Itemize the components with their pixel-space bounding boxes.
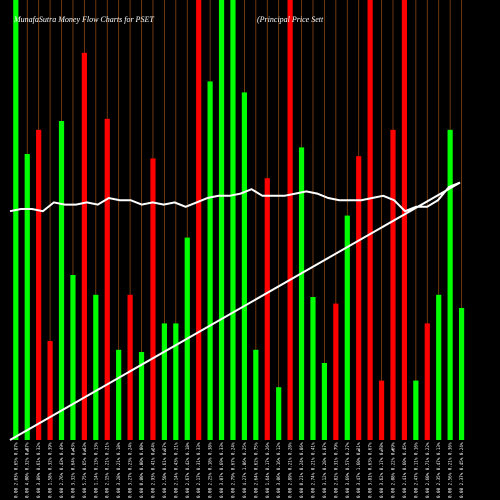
bar-up xyxy=(447,129,453,441)
x-tick-label: 0.00 2.50% 0.61% 0.27% xyxy=(162,442,167,498)
bar-up xyxy=(298,147,305,440)
bar-down xyxy=(264,178,270,440)
x-tick-label: 0.00 5.75% 0.65% 0.43% xyxy=(82,442,87,498)
bar-down xyxy=(47,341,53,440)
x-tick-label: 0.00 2.37% 0.45% 0.24% xyxy=(459,442,464,498)
x-tick-label: 0.00 3.32% 0.64% 0.43% xyxy=(70,442,75,498)
bar-up xyxy=(413,380,419,440)
bar-up xyxy=(93,294,99,440)
x-tick-label: 0.00 3.47% 1.60% 0.21% xyxy=(356,442,361,498)
percent-marker: % xyxy=(381,448,384,453)
x-tick-label: 0.00 3.28% 0.21% 0.18% xyxy=(116,442,121,498)
x-tick-label: 0.00 0.21% 0.24% 0.86% xyxy=(299,442,304,498)
x-tick-label: 0.00 3.12% 0.28% 0.87% xyxy=(322,442,327,498)
bar-up xyxy=(138,352,145,440)
bar-up xyxy=(253,349,259,440)
percent-marker: % xyxy=(163,448,166,453)
x-tick-label: 0.00 0.00% 0.00% 0.00% xyxy=(139,442,144,498)
x-tick-label: 0.00 4.00% 0.32% 0.87% xyxy=(25,442,30,498)
bar-up xyxy=(13,0,19,440)
percent-marker: % xyxy=(83,448,86,453)
bar-down xyxy=(196,0,202,440)
x-tick-label: 0.00 2.74% 0.21% 0.41% xyxy=(310,442,315,498)
x-tick-label: 0.00 2.93% 0.41% 0.24% xyxy=(150,442,155,498)
percent-marker: % xyxy=(392,448,395,453)
bar-up xyxy=(116,349,122,440)
bar-up xyxy=(207,81,213,441)
x-tick-labels: 0.00 2.03% 0.65% 0.87% 0.00 4.00% 0.32% 0… xyxy=(13,442,464,498)
x-tick-label: 0.00 2.67% 0.42% 0.18% xyxy=(185,442,190,498)
x-tick-label: 0.00 3.69% 0.57% 0.27% xyxy=(345,442,350,498)
bar-up xyxy=(70,275,76,440)
x-tick-label: 0.00 3.06% 0.16% 0.12% xyxy=(276,442,281,498)
bar-up xyxy=(218,0,225,440)
x-tick-label: 0.00 3.81% 0.63% 0.67% xyxy=(368,442,373,498)
bar-up xyxy=(458,308,465,440)
bar-down xyxy=(401,0,408,440)
x-tick-label: 0.00 3.07% 0.69% 0.33% xyxy=(219,442,224,498)
bar-up xyxy=(344,215,350,440)
x-tick-label: 0.00 2.56% 0.21% 0.36% xyxy=(448,442,453,498)
bar-down xyxy=(36,129,42,441)
price-line xyxy=(9,181,461,441)
bar-up xyxy=(436,294,442,440)
chart-title-right: (Principal Price Sett xyxy=(257,15,324,24)
x-tick-label: 0.00 2.15% 0.21% 0.21% xyxy=(105,442,110,498)
x-tick-label: 0.00 2.79% 0.67% 0.24% xyxy=(230,442,235,498)
bar-up xyxy=(310,297,316,440)
x-tick-label: 0.00 1.64% 0.17% 0.26% xyxy=(265,442,270,498)
percent-marker: % xyxy=(152,448,155,453)
x-tick-label: 0.00 2.08% 0.22% 0.69% xyxy=(390,442,395,498)
bar-down xyxy=(81,52,87,441)
percent-marker: % xyxy=(72,448,75,453)
bar-down xyxy=(424,323,430,440)
money-flow-bars xyxy=(13,0,465,441)
bar-down xyxy=(378,380,385,440)
x-tick-label: 0.00 2.25% 0.18% 0.38% xyxy=(208,442,213,498)
percent-marker: % xyxy=(358,448,361,453)
percent-markers: %%%%%%%% xyxy=(26,448,395,453)
x-tick-label: 0.00 2.14% 0.43% 0.21% xyxy=(173,442,178,498)
x-tick-label: 0.00 2.41% 0.60% 0.45% xyxy=(402,442,407,498)
bar-down xyxy=(367,0,373,440)
x-tick-label: 0.00 2.82% 0.31% 0.79% xyxy=(333,442,338,498)
percent-marker: % xyxy=(26,448,29,453)
bar-up xyxy=(321,363,328,440)
x-tick-label: 0.00 3.62% 0.17% 0.78% xyxy=(379,442,384,498)
bar-up xyxy=(58,121,65,440)
x-tick-label: 0.00 2.03% 0.65% 0.87% xyxy=(13,442,18,498)
x-tick-label: 0.00 1.14% 0.13% 0.13% xyxy=(93,442,98,498)
x-tick-label: 0.00 2.64% 0.62% 0.75% xyxy=(253,442,258,498)
x-tick-label: 0.00 1.58% 0.32% 0.39% xyxy=(48,442,53,498)
bar-down xyxy=(356,156,362,440)
bar-down xyxy=(150,158,156,440)
bar-up xyxy=(241,92,247,441)
bar-down xyxy=(127,294,133,440)
bar-up xyxy=(161,323,167,440)
bar-down xyxy=(333,303,339,440)
x-tick-label: 0.00 3.27% 0.23% 0.24% xyxy=(128,442,133,498)
x-tick-label: 0.00 2.60% 0.71% 0.22% xyxy=(425,442,430,498)
bar-down xyxy=(104,118,110,441)
x-tick-label: 0.00 2.89% 0.21% 0.28% xyxy=(288,442,293,498)
x-tick-label: 0.00 2.47% 0.11% 0.16% xyxy=(413,442,418,498)
bar-up xyxy=(173,323,179,440)
x-tick-label: 0.00 4.27% 1.06% 0.25% xyxy=(242,442,247,498)
bar-down xyxy=(390,129,396,441)
x-tick-label: 0.00 2.17% 0.31% 0.33% xyxy=(196,442,201,498)
bar-down xyxy=(287,0,293,440)
x-tick-label: 0.00 2.76% 0.43% 0.49% xyxy=(59,442,64,498)
bar-up xyxy=(24,154,30,440)
x-tick-label: 0.00 3.89% 0.61% 0.32% xyxy=(36,442,41,498)
chart-title-left: MunafaSutra Money Flow Charts for PSET xyxy=(13,15,154,24)
x-tick-label: 0.00 2.35% 0.47% 0.13% xyxy=(436,442,441,498)
bar-up xyxy=(230,0,236,440)
bar-up xyxy=(276,387,282,440)
